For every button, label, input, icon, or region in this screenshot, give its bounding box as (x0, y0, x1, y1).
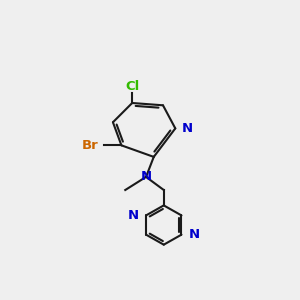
Text: N: N (182, 122, 194, 135)
Text: N: N (188, 228, 200, 241)
Text: N: N (140, 170, 152, 183)
Text: N: N (128, 209, 139, 222)
Text: Cl: Cl (125, 80, 139, 92)
Text: Br: Br (82, 139, 99, 152)
